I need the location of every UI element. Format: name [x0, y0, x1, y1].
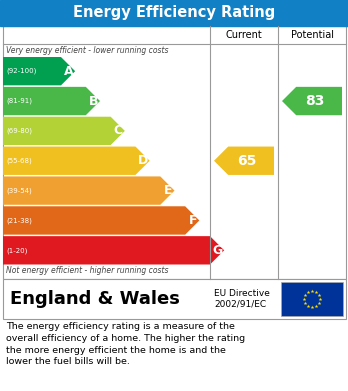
- Polygon shape: [3, 176, 174, 205]
- Text: D: D: [137, 154, 148, 167]
- Polygon shape: [282, 87, 342, 115]
- Polygon shape: [3, 87, 100, 115]
- Text: EU Directive
2002/91/EC: EU Directive 2002/91/EC: [214, 289, 270, 309]
- Polygon shape: [3, 57, 75, 85]
- Text: (81-91): (81-91): [6, 98, 32, 104]
- Text: B: B: [88, 95, 98, 108]
- Polygon shape: [3, 117, 125, 145]
- Text: (69-80): (69-80): [6, 127, 32, 134]
- Bar: [281, 282, 343, 316]
- Polygon shape: [3, 206, 199, 235]
- Text: The energy efficiency rating is a measure of the
overall efficiency of a home. T: The energy efficiency rating is a measur…: [6, 322, 245, 366]
- Text: (1-20): (1-20): [6, 247, 27, 254]
- Polygon shape: [214, 147, 274, 175]
- Text: F: F: [189, 214, 197, 227]
- Text: A: A: [64, 65, 73, 78]
- Text: (55-68): (55-68): [6, 158, 32, 164]
- Polygon shape: [3, 147, 150, 175]
- Text: 83: 83: [305, 94, 325, 108]
- Text: E: E: [164, 184, 173, 197]
- Text: Energy Efficiency Rating: Energy Efficiency Rating: [73, 5, 275, 20]
- Bar: [3, 26, 346, 279]
- Text: (92-100): (92-100): [6, 68, 37, 74]
- Text: Very energy efficient - lower running costs: Very energy efficient - lower running co…: [6, 46, 168, 55]
- Bar: [3, 279, 346, 319]
- Text: Current: Current: [226, 30, 262, 40]
- Bar: [0, 0, 348, 26]
- Text: Potential: Potential: [291, 30, 333, 40]
- Text: (21-38): (21-38): [6, 217, 32, 224]
- Text: C: C: [114, 124, 123, 137]
- Text: Not energy efficient - higher running costs: Not energy efficient - higher running co…: [6, 266, 168, 275]
- Text: 65: 65: [237, 154, 257, 168]
- Text: (39-54): (39-54): [6, 187, 32, 194]
- Polygon shape: [3, 236, 224, 264]
- Text: G: G: [212, 244, 222, 257]
- Text: England & Wales: England & Wales: [10, 290, 180, 308]
